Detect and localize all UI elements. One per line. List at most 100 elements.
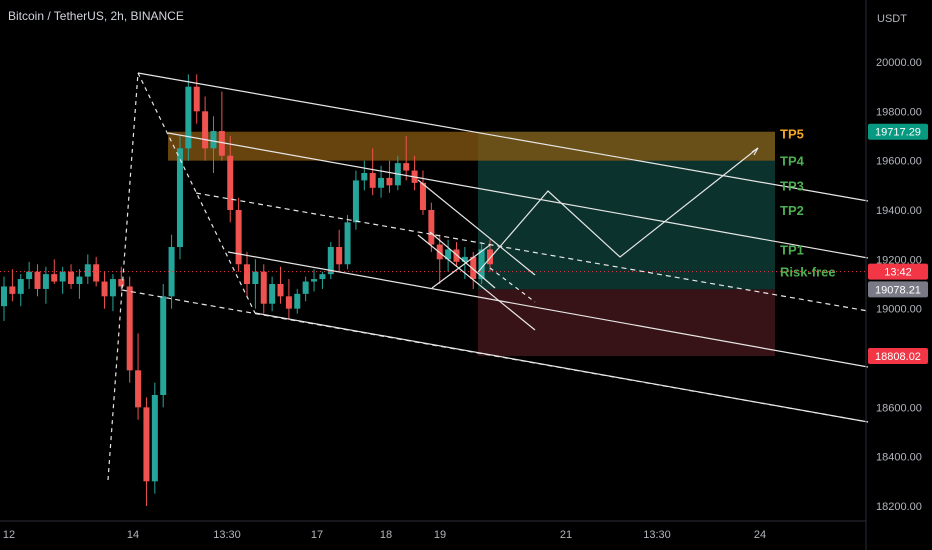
projection-arrow (751, 147, 759, 156)
price-tags: 19717.29 13:42 19078.21 18808.02 (868, 123, 928, 365)
candle-body (160, 296, 167, 395)
wedge-cross-b (429, 231, 496, 289)
target-label-tp2: TP2 (780, 203, 804, 218)
x-tick-label: 21 (560, 529, 572, 541)
x-tick-label: 13:30 (213, 529, 241, 541)
candle-body (378, 177, 385, 188)
y-tick-label: 19800.00 (876, 106, 922, 118)
wedge-bottom-line (417, 234, 536, 331)
candle-body (403, 163, 410, 171)
x-axis: 12 14 13:30 17 18 19 21 13:30 24 (0, 520, 866, 541)
candles (1, 74, 493, 506)
candle-body (101, 281, 108, 297)
channel-median-line (195, 192, 869, 312)
candle-body (453, 249, 460, 262)
candle-body (51, 274, 58, 282)
x-tick-label: 13:30 (643, 529, 671, 541)
candle-body (68, 271, 75, 284)
target-label-risk-free: Risk-free (780, 265, 836, 280)
y-tick-label: 18600.00 (876, 402, 922, 414)
candle-body (143, 407, 150, 482)
y-tick-label: 19200.00 (876, 254, 922, 266)
projection-path (477, 147, 759, 273)
candle-body (202, 111, 209, 149)
candle-body (252, 271, 259, 284)
loss-zone (478, 289, 775, 357)
candle-body (151, 395, 158, 482)
candle-body (344, 222, 351, 265)
wedge-target-line (489, 267, 536, 303)
wedge-top-line (417, 179, 536, 276)
price-tag-label: 19717.29 (875, 127, 921, 139)
candle-body (168, 247, 175, 297)
candle-body (9, 286, 16, 294)
price-tag-label: 13:42 (884, 267, 912, 279)
candle-body (269, 284, 276, 304)
x-tick-label: 14 (127, 529, 139, 541)
candle-body (235, 210, 242, 265)
x-tick-label: 19 (434, 529, 446, 541)
candle-body (285, 296, 292, 309)
candle-body (302, 281, 309, 294)
candle-body (210, 131, 217, 149)
candle-body (59, 271, 66, 282)
tp5-zone (168, 131, 775, 161)
candle-body (327, 247, 334, 275)
price-tag (868, 348, 928, 365)
candle-body (487, 249, 493, 265)
candle-body (218, 131, 225, 156)
candle-body (336, 247, 343, 265)
y-tick-label: 20000.00 (876, 57, 922, 69)
y-tick-label: 19400.00 (876, 205, 922, 217)
candle-body (461, 256, 468, 262)
candle-body (26, 271, 33, 280)
candle-body (369, 173, 376, 188)
candle-body (260, 271, 267, 304)
drawing-lines (0, 72, 869, 481)
x-tick-label: 24 (754, 529, 766, 541)
candle-body (227, 155, 234, 210)
x-tick-label: 12 (3, 529, 15, 541)
candle-body (93, 264, 100, 282)
candle-body (34, 271, 41, 289)
price-tag-label: 18808.02 (875, 351, 921, 363)
candle-body (126, 286, 133, 371)
price-tag (868, 263, 928, 280)
candle-body (386, 177, 393, 186)
channel-upper-line (137, 72, 869, 202)
candle-body (419, 182, 426, 210)
x-tick-label: 18 (380, 529, 392, 541)
candle-body (445, 249, 452, 260)
y-tick-label: 18200.00 (876, 501, 922, 513)
chart-title: Bitcoin / TetherUS, 2h, BINANCE (8, 9, 184, 23)
price-tag (868, 123, 928, 140)
position-zones (168, 131, 775, 357)
y-tick-label: 18400.00 (876, 452, 922, 464)
candle-body (193, 86, 200, 112)
candle-body (311, 279, 318, 282)
candle-body (176, 148, 183, 247)
target-labels: TP5 TP4 TP3 TP2 TP1 Risk-free (780, 127, 836, 280)
x-tick-label: 17 (311, 529, 323, 541)
candle-body (244, 264, 250, 284)
price-tag-label: 19078.21 (875, 284, 921, 296)
candle-body (277, 284, 284, 297)
price-tag (868, 281, 928, 298)
candle-body (109, 279, 116, 297)
candle-body (185, 86, 192, 149)
target-label-tp5: TP5 (780, 127, 804, 142)
channel-bottom-line (254, 312, 869, 423)
candle-body (319, 274, 326, 280)
target-label-tp1: TP1 (780, 242, 804, 257)
candle-body (294, 293, 301, 309)
channel-lower-mid-line (227, 251, 869, 368)
candle-body (118, 279, 125, 287)
y-tick-label: 19600.00 (876, 156, 922, 168)
candle-body (470, 256, 477, 280)
candle-body (76, 276, 83, 284)
channel-mid-line (167, 132, 869, 259)
candle-body (352, 180, 359, 223)
candle-body (17, 279, 24, 294)
y-axis-currency: USDT (877, 13, 907, 25)
